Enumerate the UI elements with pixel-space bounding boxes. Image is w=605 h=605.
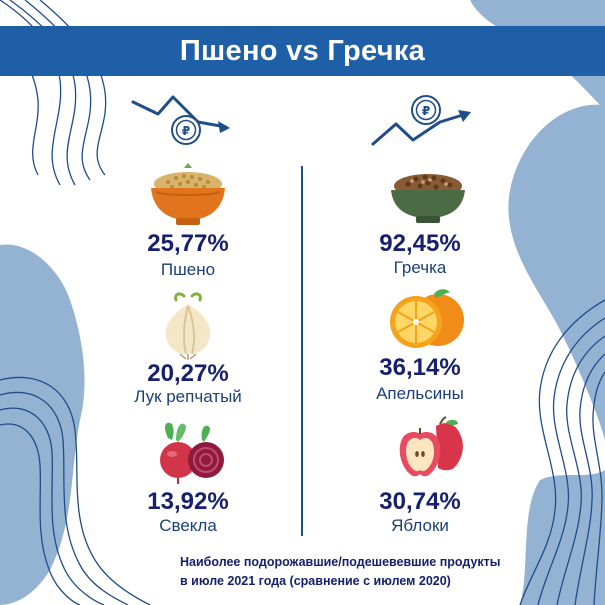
beet-label: Свекла (159, 516, 217, 535)
apple-percent: 30,74% (379, 488, 461, 515)
millet-label: Пшено (160, 260, 216, 279)
right-wavy-lines (519, 299, 605, 605)
orange-label: Апельсины (376, 384, 464, 403)
onion-icon (165, 292, 211, 360)
buckwheat-label: Гречка (393, 258, 447, 277)
page-title: Пшено vs Гречка (179, 35, 426, 67)
center-divider (301, 166, 303, 536)
down-trend-ruble-icon: ₽ (131, 95, 230, 145)
onion-label: Лук репчатый (134, 387, 242, 406)
footnote: Наиболее подорожавшие/подешевевшие проду… (180, 553, 600, 591)
orange-icon (390, 289, 464, 348)
millet-bowl-icon (151, 163, 225, 225)
buckwheat-percent: 92,45% (379, 230, 461, 257)
top-left-wavy-lines (0, 0, 107, 186)
buckwheat-bowl-icon (391, 174, 465, 223)
svg-text:₽: ₽ (422, 104, 430, 118)
apple-label: Яблоки (391, 516, 449, 535)
svg-text:₽: ₽ (182, 124, 190, 138)
onion-percent: 20,27% (147, 360, 229, 387)
apple-icon (399, 416, 463, 477)
footnote-line-2: в июле 2021 года (сравнение с июлем 2020… (180, 574, 451, 588)
up-trend-ruble-icon: ₽ (371, 95, 471, 146)
millet-percent: 25,77% (147, 230, 229, 257)
right-blob (508, 104, 605, 441)
orange-percent: 36,14% (379, 354, 461, 381)
beet-percent: 13,92% (147, 488, 229, 515)
title-banner (0, 26, 605, 76)
left-blob (0, 244, 85, 605)
bottom-left-wavy-lines (0, 376, 151, 605)
beet-icon (160, 422, 224, 484)
footnote-line-1: Наиболее подорожавшие/подешевевшие проду… (180, 555, 501, 569)
bottom-right-blob (520, 470, 605, 605)
